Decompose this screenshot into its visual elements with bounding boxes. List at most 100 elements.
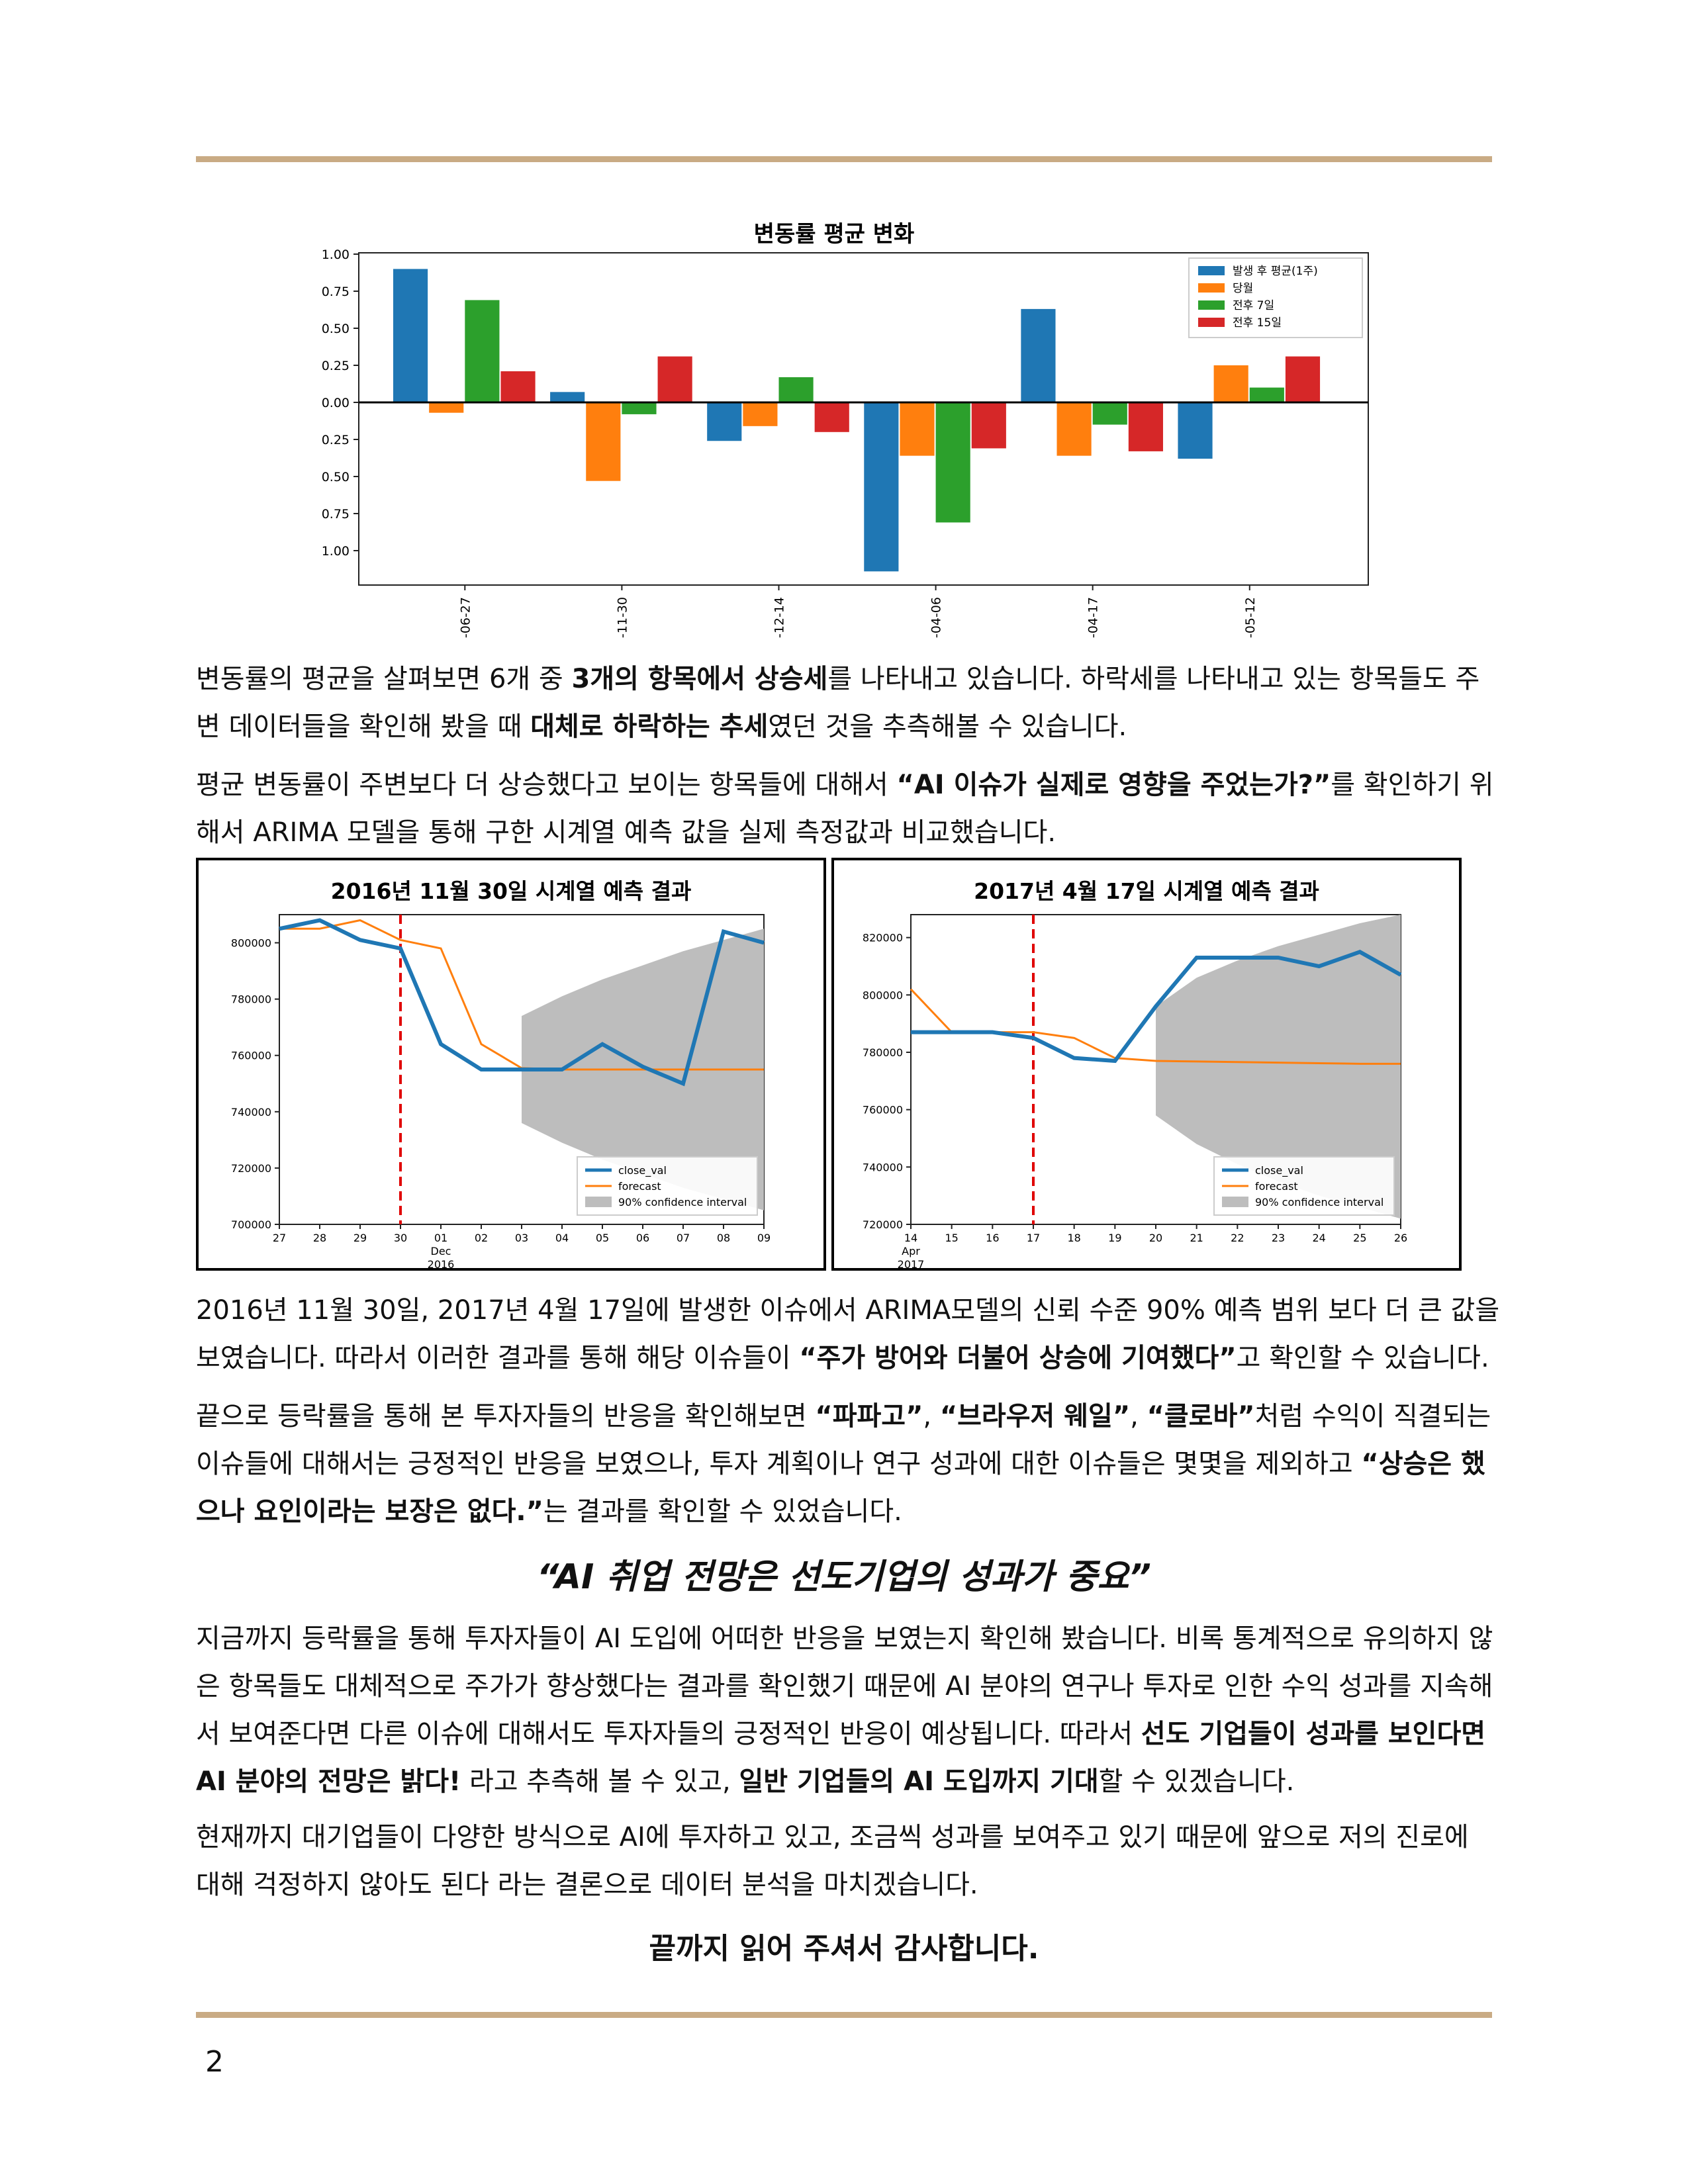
bar — [900, 402, 935, 456]
y-tick-label: 780000 — [863, 1046, 903, 1059]
ts-legend: close_val forecast 90% confidence interval — [577, 1156, 758, 1216]
ts-right-title: 2017년 4월 17일 시계열 예측 결과 — [974, 878, 1319, 904]
paragraph-5: 지금까지 등락률을 통해 투자자들이 AI 도입에 어떠한 반응을 보였는지 확… — [196, 1615, 1500, 1805]
confidence-band — [1156, 915, 1401, 1219]
page-number: 2 — [205, 2045, 224, 2079]
x-sub-label: 2016 — [428, 1258, 455, 1271]
y-tick-label: 1.00 — [322, 248, 350, 262]
text-run: 현재까지 대기업들이 다양한 방식으로 AI에 투자하고 있고, 조금씩 성과를… — [196, 1822, 1469, 1900]
x-tick-label: 30 — [394, 1232, 407, 1244]
x-tick-label: 06 — [636, 1232, 649, 1244]
y-tick-label: 740000 — [231, 1106, 271, 1118]
x-tick-label: -05-12 — [1243, 597, 1258, 638]
y-tick-label: 0.00 — [322, 396, 350, 410]
bar — [500, 371, 536, 402]
bar — [1128, 402, 1163, 451]
bar — [1213, 365, 1248, 402]
x-tick-label: 21 — [1190, 1232, 1203, 1244]
y-tick-label: 0.50 — [322, 322, 350, 336]
x-tick-label: 04 — [555, 1232, 569, 1244]
bar — [657, 356, 692, 402]
x-tick-label: 27 — [273, 1232, 286, 1244]
bar-chart: 변동률 평균 변화 1.00 0.75 0.50 0.25 0.00 0.25 0.50 0.… — [322, 221, 1369, 638]
legend-label: close_val — [1255, 1164, 1303, 1177]
text-run: 평균 변동률이 주변보다 더 상승했다고 보이는 항목들에 대해서 — [196, 770, 897, 800]
bar — [393, 269, 428, 402]
x-tick-label: 24 — [1312, 1232, 1325, 1244]
text-run: 는 결과를 확인할 수 있었습니다. — [543, 1496, 902, 1527]
paragraph-3: 2016년 11월 30일, 2017년 4월 17일에 발생한 이슈에서 AR… — [196, 1287, 1500, 1382]
paragraph-4: 끝으로 등락률을 통해 본 투자자들의 반응을 확인해보면 “파파고”, “브라… — [196, 1392, 1500, 1535]
y-tick-label: 1.00 — [322, 544, 350, 559]
text-run: 2016년 11월 30일, 2017년 4월 17일에 발생한 이슈에서 AR… — [196, 1295, 1500, 1373]
x-tick-label: 20 — [1149, 1232, 1162, 1244]
y-tick-label: 720000 — [231, 1162, 271, 1175]
bar — [935, 402, 970, 523]
text-run: , — [1130, 1401, 1147, 1432]
x-tick-label: 07 — [677, 1232, 690, 1244]
top-rule — [196, 156, 1492, 162]
bar — [1178, 402, 1213, 459]
ts-chart-left: 2016년 11월 30일 시계열 예측 결과 800000 780000 7600… — [196, 858, 826, 1271]
text-run: 라고 추측해 볼 수 있고, — [461, 1766, 739, 1797]
x-tick-label: -11-30 — [615, 597, 630, 638]
text-run: “상승은 했으나 요인이라는 보장은 없다.” — [196, 1449, 1485, 1527]
x-tick-label: 26 — [1394, 1232, 1407, 1244]
x-tick-label: 03 — [515, 1232, 528, 1244]
text-run: 3개의 항목에서 상승세 — [571, 664, 828, 694]
legend-label: 전후 15일 — [1233, 316, 1282, 330]
y-tick-label: 800000 — [231, 937, 271, 950]
text-run: 일반 기업들의 AI 도입까지 기대 — [739, 1766, 1099, 1797]
text-run: , — [923, 1401, 940, 1432]
text-run: 변동률의 평균을 살펴보면 6개 중 — [196, 664, 572, 694]
bar — [622, 402, 657, 414]
legend-swatch — [1198, 266, 1225, 275]
x-tick-label: 09 — [757, 1232, 771, 1244]
legend-label: 전후 7일 — [1233, 299, 1274, 312]
bar — [1285, 356, 1321, 402]
close-val-line — [279, 918, 765, 1087]
text-run: “클로바” — [1147, 1401, 1255, 1432]
bar — [429, 402, 464, 413]
x-tick-label: 19 — [1108, 1232, 1121, 1244]
bar — [550, 392, 585, 402]
text-run: 를 나타내고 있습니다. 하락세를 나타내고 있는 항목들도 주변 데이터들을 … — [196, 664, 1480, 742]
y-tick-label: 820000 — [863, 932, 903, 944]
x-tick-label: -04-17 — [1086, 597, 1101, 638]
x-tick-label: 05 — [596, 1232, 609, 1244]
legend-swatch — [1198, 318, 1225, 327]
bar — [971, 402, 1006, 449]
paragraph-6: 현재까지 대기업들이 다양한 방식으로 AI에 투자하고 있고, 조금씩 성과를… — [196, 1813, 1500, 1909]
x-tick-label: 08 — [717, 1232, 730, 1244]
bottom-rule — [196, 2012, 1492, 2018]
y-tick-label: 0.25 — [322, 359, 350, 373]
bar — [1021, 308, 1056, 402]
text-run: 고 확인할 수 있습니다. — [1236, 1343, 1489, 1373]
x-tick-label: -12-14 — [772, 597, 786, 638]
y-tick-label: 780000 — [231, 993, 271, 1006]
x-tick-label: 28 — [313, 1232, 326, 1244]
legend-label: 90% confidence interval — [1255, 1196, 1383, 1208]
bar — [1249, 387, 1284, 402]
x-tick-label: 18 — [1067, 1232, 1080, 1244]
legend-swatch — [1198, 300, 1225, 310]
bar — [778, 377, 814, 402]
y-tick-label: 0.75 — [322, 285, 350, 299]
text-run: 끝으로 등락률을 통해 본 투자자들의 반응을 확인해보면 — [196, 1401, 816, 1432]
x-tick-label: 01 — [434, 1232, 447, 1244]
x-tick-label: 17 — [1027, 1232, 1040, 1244]
section-heading: “AI 취업 전망은 선도기업의 성과가 중요” — [537, 1557, 1151, 1597]
bar — [814, 402, 849, 432]
text-run: 처럼 수익이 직결되는 이슈들에 대해서는 긍정적인 반응을 보였으나, 투자 … — [196, 1401, 1491, 1479]
y-tick-label: 0.25 — [322, 433, 350, 447]
bar-chart-title: 변동률 평균 변화 — [754, 221, 915, 248]
x-tick-label: 29 — [353, 1232, 367, 1244]
x-sub-label: Apr — [902, 1245, 920, 1257]
x-tick-label: 23 — [1272, 1232, 1285, 1244]
legend-swatch — [1222, 1197, 1248, 1207]
x-sub-label: 2017 — [898, 1258, 925, 1271]
y-tick-label: 740000 — [863, 1161, 903, 1173]
legend-label: 당월 — [1233, 282, 1253, 295]
x-tick-label: 15 — [945, 1232, 958, 1244]
